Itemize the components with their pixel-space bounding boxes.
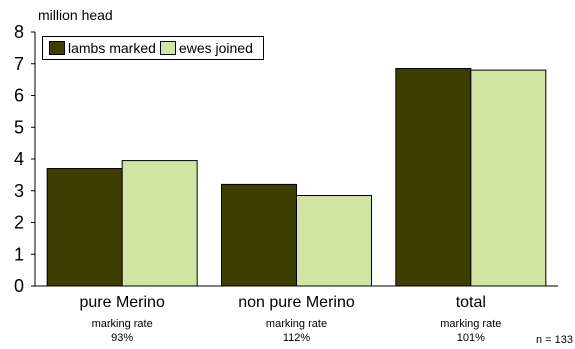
- y-axis-unit-label: million head: [38, 7, 113, 23]
- legend: lambs marked ewes joined: [42, 36, 264, 60]
- y-tick-label: 0: [14, 276, 24, 296]
- category-label: pure Merino: [79, 294, 164, 311]
- bar-ewes-joined-2: [296, 195, 372, 287]
- legend-label-lambs-marked: lambs marked: [68, 40, 156, 56]
- bar-ewes-joined-1: [121, 160, 198, 287]
- y-tick-label: 3: [14, 181, 24, 201]
- category-labels: pure Merino marking rate 93% non pure Merin…: [79, 294, 501, 344]
- marking-rate-label: marking rate: [440, 318, 501, 330]
- legend-item-lambs-marked: lambs marked: [49, 40, 156, 56]
- y-tick-label: 4: [14, 149, 24, 169]
- bar-lambs-marked-3: [395, 68, 472, 287]
- y-tick-label: 1: [14, 244, 24, 264]
- category-label: total: [456, 294, 486, 311]
- y-tick-label: 7: [14, 54, 24, 74]
- bars: [46, 68, 547, 287]
- legend-label-ewes-joined: ewes joined: [178, 40, 253, 56]
- marking-rate-value: 93%: [111, 332, 133, 344]
- y-axis-ticks: 0 1 2 3 4 5 6 7 8: [14, 22, 35, 296]
- bar-lambs-marked-1: [46, 168, 123, 287]
- marking-rate-label: marking rate: [92, 318, 153, 330]
- sample-size-note: n = 133: [535, 334, 573, 346]
- marking-rate-label: marking rate: [266, 318, 327, 330]
- legend-item-ewes-joined: ewes joined: [159, 40, 253, 56]
- marking-rate-value: 101%: [457, 332, 485, 344]
- y-tick-label: 2: [14, 213, 24, 233]
- marking-rate-value: 112%: [283, 332, 311, 344]
- y-tick-label: 5: [14, 117, 24, 137]
- y-tick-label: 8: [14, 22, 24, 42]
- legend-swatch-ewes-joined: [159, 41, 176, 55]
- bar-ewes-joined-3: [470, 69, 547, 287]
- bar-lambs-marked-2: [221, 183, 297, 287]
- category-label: non pure Merino: [238, 294, 355, 311]
- y-tick-label: 6: [14, 86, 24, 106]
- legend-swatch-lambs-marked: [49, 41, 65, 55]
